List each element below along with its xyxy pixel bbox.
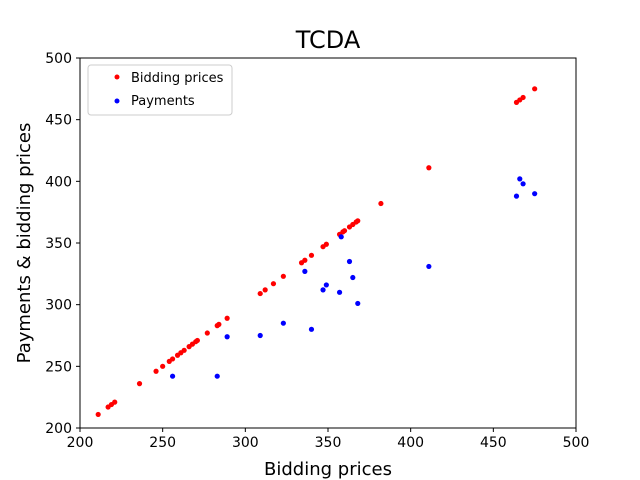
payment-point [355,300,361,307]
payment-point [214,373,220,379]
y-axis-label: Payments & bidding prices [14,123,35,364]
payment-point [224,334,230,340]
payment-point [520,181,526,187]
chart-title: TCDA [295,26,361,54]
payment-point [338,234,344,240]
y-axis: 200 250 300 350 400 450 500 [45,51,80,437]
bidding-price-point [204,330,210,336]
payment-point [280,320,286,326]
payment-point [517,176,523,182]
bidding-price-point [378,200,384,207]
bidding-price-point [160,363,166,369]
bidding-price-point [426,165,432,171]
bidding-price-point [280,273,286,279]
bidding-price-point [308,252,315,258]
bidding-price-point [112,399,118,405]
y-tick-label: 500 [45,51,72,67]
bidding-price-point [520,94,526,101]
bidding-price-point [323,241,329,247]
bidding-price-point [341,228,348,234]
x-tick-label: 500 [563,435,590,451]
bidding-price-point [181,347,187,353]
x-tick-label: 300 [232,435,259,451]
payment-point [320,287,326,293]
bidding-price-point [95,411,101,418]
bidding-price-point [216,321,222,327]
y-tick-label: 400 [45,174,72,190]
x-tick-label: 200 [67,435,94,451]
bidding-price-point [532,86,538,92]
payment-point [308,326,315,332]
x-axis: 200 250 300 350 400 450 500 [67,428,590,451]
x-tick-label: 450 [480,435,507,451]
bidding-price-point [270,281,277,287]
payment-point [169,373,176,379]
payment-point [426,263,432,270]
y-tick-label: 200 [45,421,72,437]
bidding-price-point [169,356,176,362]
legend-marker-bidding-prices [114,74,120,80]
bidding-price-point [257,290,263,297]
x-tick-label: 400 [397,435,424,451]
x-tick-label: 250 [149,435,176,451]
data-points [95,86,538,418]
bidding-price-point [194,337,200,344]
payment-point [323,282,329,288]
y-tick-label: 450 [45,113,72,129]
legend-label-bidding-prices: Bidding prices [131,71,224,86]
payment-point [350,274,356,281]
bidding-price-point [153,368,159,374]
payment-point [532,191,538,197]
bidding-price-point [136,381,143,387]
payment-point [302,268,308,274]
bidding-price-point [355,218,361,224]
legend-box [87,64,233,116]
legend: Bidding prices Payments [87,64,233,116]
bidding-price-point [302,257,308,263]
x-tick-label: 350 [315,435,342,451]
payment-point [513,193,520,199]
legend-label-payments: Payments [131,94,195,109]
x-axis-label: Bidding prices [264,459,392,480]
bidding-price-point [224,315,230,321]
payment-point [346,258,353,265]
bidding-price-point [262,287,268,293]
payment-point [257,332,263,339]
y-tick-label: 300 [45,298,72,314]
y-tick-label: 250 [45,359,72,375]
legend-marker-payments [114,98,120,104]
payment-point [336,289,343,295]
y-tick-label: 350 [45,236,72,252]
